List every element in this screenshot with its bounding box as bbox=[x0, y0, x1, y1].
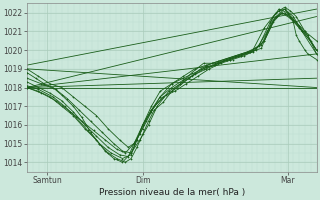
X-axis label: Pression niveau de la mer( hPa ): Pression niveau de la mer( hPa ) bbox=[99, 188, 245, 197]
